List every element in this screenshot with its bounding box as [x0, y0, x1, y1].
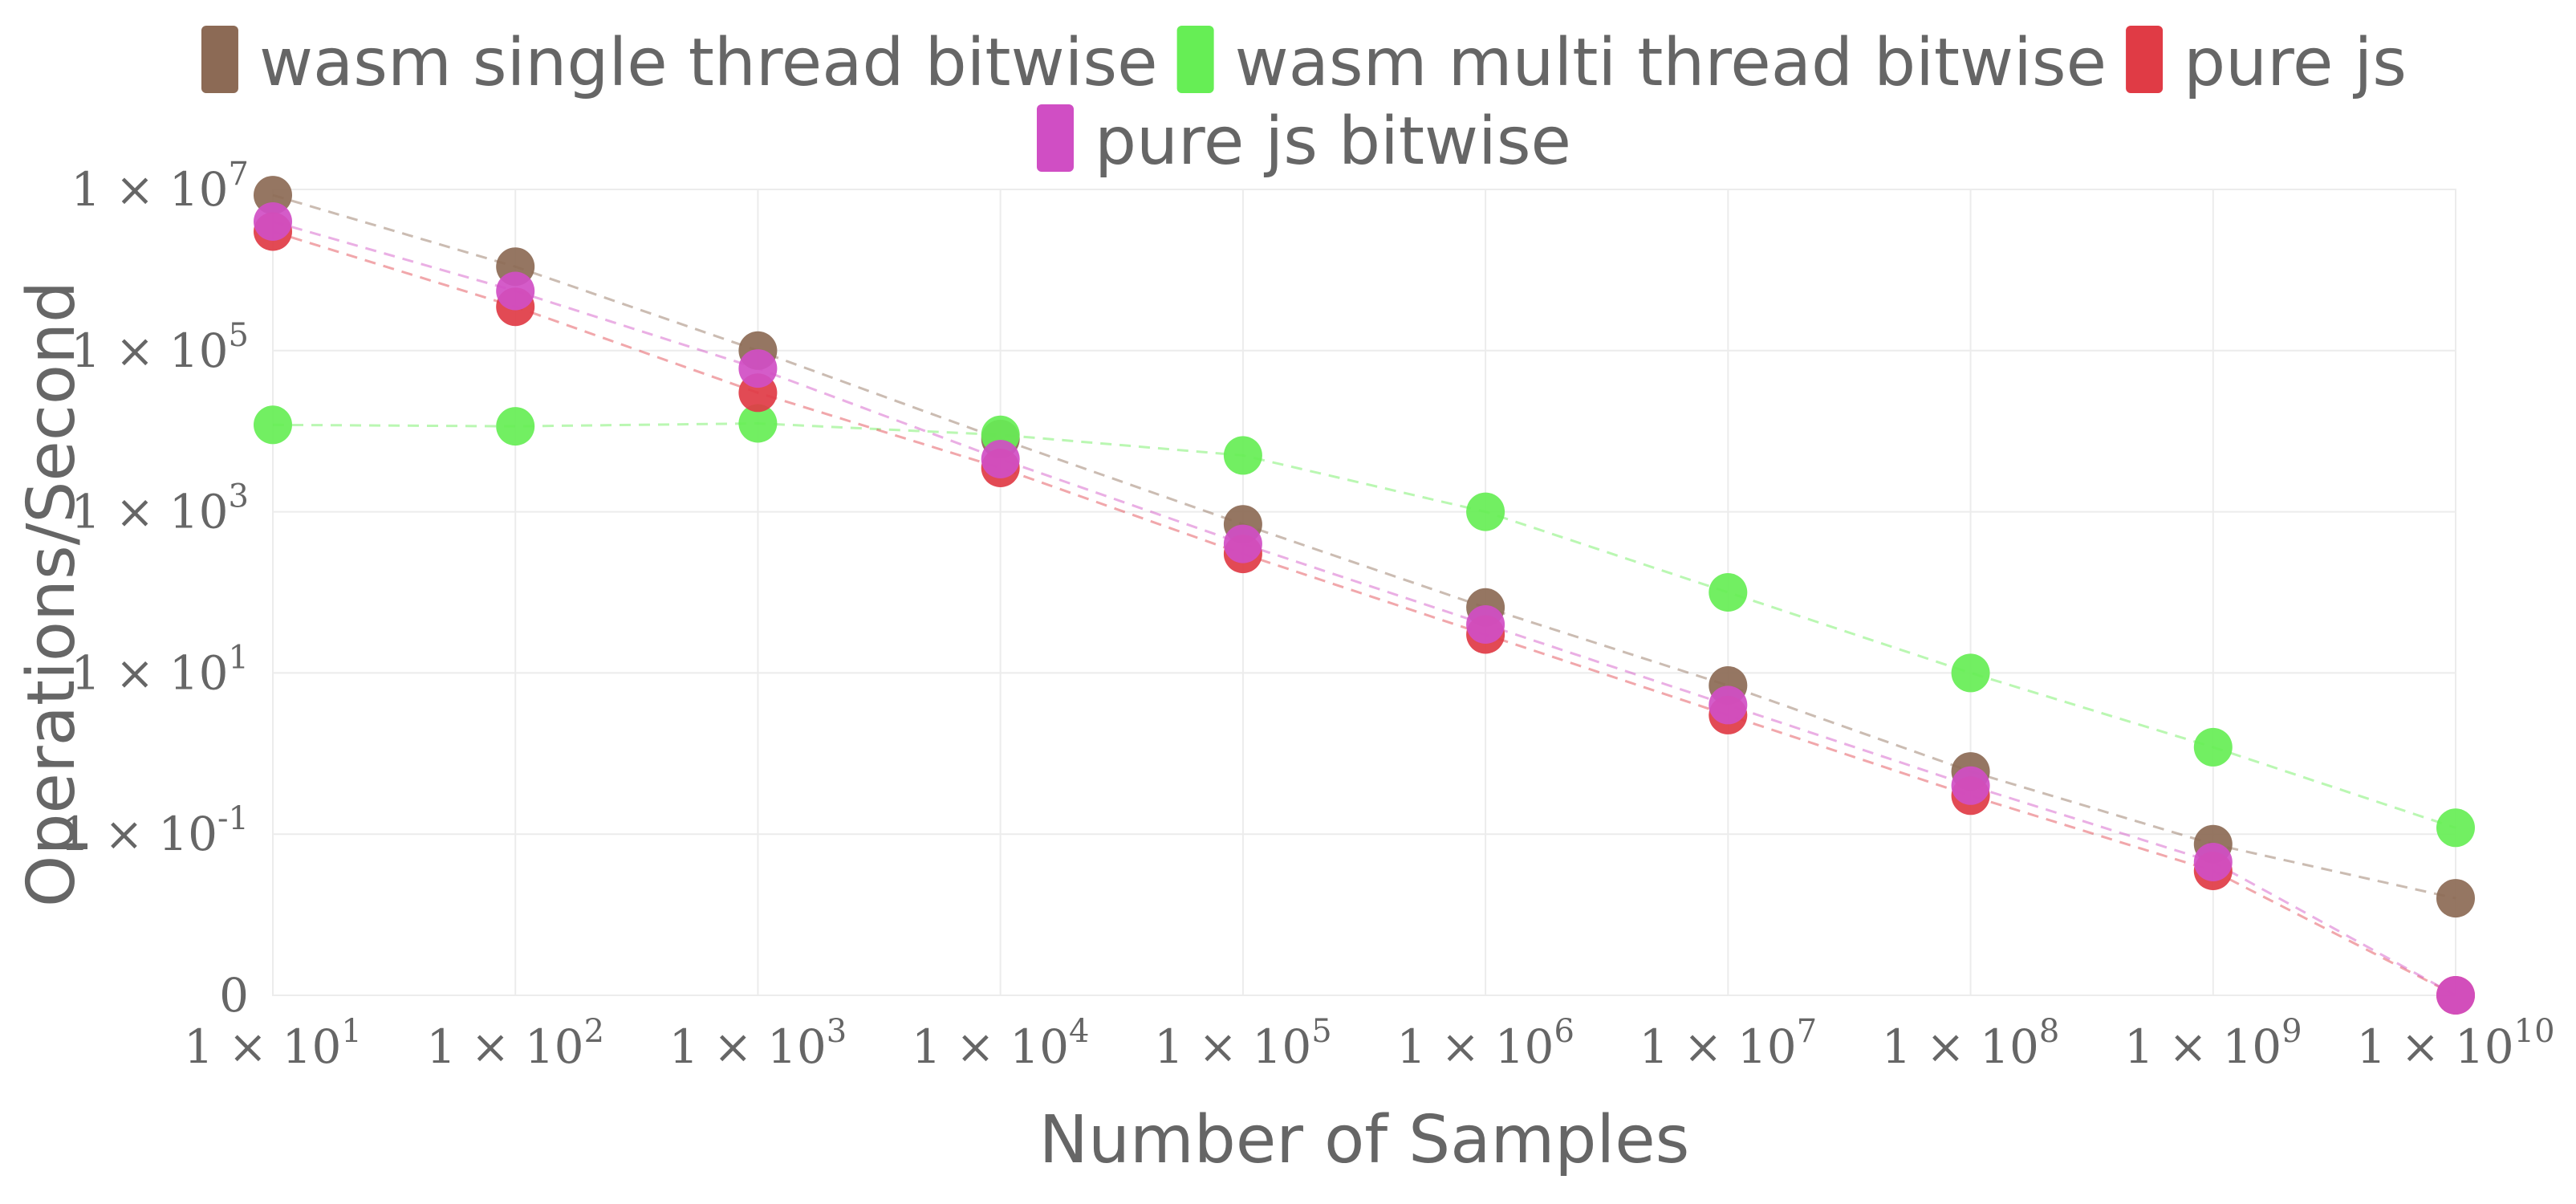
- data-point-pure-js-bitwise[interactable]: [1223, 524, 1262, 563]
- data-point-pure-js-bitwise[interactable]: [496, 271, 535, 311]
- y-tick-exponent: -1: [217, 800, 249, 837]
- y-tick-base: 1 × 10: [60, 807, 217, 861]
- y-tick-label: 1 × 103: [71, 478, 249, 539]
- series-line-wasm-multi-thread-bitwise: [272, 421, 2456, 829]
- data-point-pure-js-bitwise[interactable]: [1709, 685, 1748, 725]
- legend-swatch: [201, 26, 238, 93]
- legend-item-wasm-single-thread-bitwise[interactable]: wasm single thread bitwise: [201, 25, 1158, 101]
- data-point-wasm-multi-thread-bitwise[interactable]: [1709, 573, 1748, 612]
- legend-label: wasm multi thread bitwise: [1235, 25, 2107, 101]
- x-tick-exponent: 3: [827, 1013, 847, 1050]
- legend-swatch: [1036, 104, 1074, 172]
- y-tick-label: 1 × 107: [71, 156, 249, 217]
- legend-item-pure-js-bitwise[interactable]: pure js bitwise: [1036, 104, 1571, 180]
- x-tick-base: 1 × 10: [1396, 1019, 1554, 1074]
- data-point-wasm-multi-thread-bitwise[interactable]: [1951, 653, 1990, 693]
- y-tick-base: 1 × 10: [71, 645, 228, 700]
- x-tick-exponent: 7: [1797, 1013, 1817, 1050]
- legend-item-wasm-multi-thread-bitwise[interactable]: wasm multi thread bitwise: [1176, 25, 2107, 101]
- series-lines: [272, 193, 2456, 997]
- legend-swatch: [1176, 26, 1214, 93]
- y-axis-title: Operations/Second: [14, 281, 90, 907]
- x-tick-exponent: 8: [2039, 1013, 2059, 1050]
- x-tick-exponent: 5: [1311, 1013, 1331, 1050]
- x-tick-base: 1 × 10: [669, 1019, 827, 1074]
- x-tick-exponent: 9: [2281, 1013, 2302, 1050]
- data-point-wasm-multi-thread-bitwise[interactable]: [2193, 727, 2233, 767]
- x-tick-exponent: 4: [1069, 1013, 1089, 1050]
- data-point-wasm-single-thread-bitwise[interactable]: [254, 176, 292, 215]
- data-point-wasm-multi-thread-bitwise[interactable]: [2436, 808, 2475, 848]
- legend-label: pure js bitwise: [1095, 104, 1571, 180]
- x-tick-label: 1 × 109: [2124, 1013, 2302, 1074]
- y-tick-label: 1 × 10-1: [60, 800, 249, 861]
- y-tick-exponent: 3: [229, 478, 249, 515]
- x-tick-label: 1 × 1010: [2356, 1013, 2554, 1074]
- data-point-wasm-single-thread-bitwise[interactable]: [2436, 879, 2475, 918]
- y-tick-label: 1 × 105: [71, 317, 249, 378]
- series-points: [254, 176, 2475, 1015]
- x-axis-title: Number of Samples: [1039, 1102, 1690, 1178]
- x-tick-exponent: 1: [341, 1013, 361, 1050]
- data-point-wasm-multi-thread-bitwise[interactable]: [496, 407, 535, 446]
- x-tick-label: 1 × 106: [1396, 1013, 1574, 1074]
- x-tick-base: 1 × 10: [912, 1019, 1069, 1074]
- legend-item-pure-js[interactable]: pure js: [2126, 25, 2407, 101]
- y-tick-base: 0: [219, 968, 249, 1023]
- x-tick-base: 1 × 10: [2356, 1019, 2513, 1074]
- legend-label: wasm single thread bitwise: [259, 25, 1158, 101]
- x-tick-label: 1 × 101: [184, 1013, 362, 1074]
- y-tick-base: 1 × 10: [71, 323, 228, 378]
- x-tick-label: 1 × 102: [426, 1013, 604, 1074]
- grid: [272, 189, 2456, 996]
- data-point-wasm-multi-thread-bitwise[interactable]: [1223, 436, 1262, 475]
- y-tick-exponent: 5: [229, 317, 249, 354]
- series-line-pure-js-bitwise: [272, 220, 2456, 997]
- x-tick-label: 1 × 103: [669, 1013, 847, 1074]
- x-tick-exponent: 6: [1554, 1013, 1574, 1050]
- y-tick-exponent: 7: [229, 156, 249, 193]
- axes: 1 × 101 1 × 102 1 × 103 1 × 104 1 × 105 1 × 1…: [60, 156, 2555, 1074]
- y-tick-base: 1 × 10: [71, 485, 228, 539]
- y-tick-label: 1 × 101: [71, 639, 249, 700]
- y-tick-exponent: 1: [229, 639, 249, 676]
- x-tick-base: 1 × 10: [426, 1019, 583, 1074]
- plot-frame: [272, 189, 2456, 996]
- x-tick-exponent: 10: [2514, 1013, 2555, 1050]
- x-tick-label: 1 × 104: [912, 1013, 1090, 1074]
- data-point-pure-js-bitwise[interactable]: [981, 440, 1020, 478]
- series-line-pure-js: [272, 230, 2456, 997]
- y-tick-label: 0: [219, 968, 249, 1023]
- y-tick-base: 1 × 10: [71, 162, 228, 217]
- x-tick-base: 1 × 10: [2124, 1019, 2281, 1074]
- legend[interactable]: wasm single thread bitwise wasm multi thr…: [201, 25, 2407, 180]
- legend-label: pure js: [2184, 25, 2407, 101]
- data-point-pure-js-bitwise[interactable]: [1466, 605, 1505, 644]
- x-tick-label: 1 × 108: [1882, 1013, 2060, 1074]
- series-line-wasm-single-thread-bitwise: [272, 193, 2456, 900]
- data-point-pure-js-bitwise[interactable]: [1951, 766, 1990, 805]
- data-point-wasm-multi-thread-bitwise[interactable]: [1466, 492, 1505, 531]
- x-tick-exponent: 2: [584, 1013, 604, 1050]
- data-point-wasm-multi-thread-bitwise[interactable]: [738, 404, 778, 443]
- x-tick-label: 1 × 105: [1154, 1013, 1332, 1074]
- x-tick-base: 1 × 10: [184, 1019, 341, 1074]
- data-point-pure-js-bitwise[interactable]: [2436, 976, 2475, 1015]
- x-tick-label: 1 × 107: [1639, 1013, 1818, 1074]
- x-tick-base: 1 × 10: [1154, 1019, 1311, 1074]
- x-tick-base: 1 × 10: [1882, 1019, 2039, 1074]
- x-tick-base: 1 × 10: [1639, 1019, 1797, 1074]
- data-point-pure-js-bitwise[interactable]: [2193, 843, 2233, 881]
- data-point-pure-js-bitwise[interactable]: [254, 202, 292, 241]
- data-point-pure-js-bitwise[interactable]: [738, 349, 778, 388]
- data-point-wasm-multi-thread-bitwise[interactable]: [254, 405, 292, 445]
- legend-swatch: [2126, 26, 2164, 93]
